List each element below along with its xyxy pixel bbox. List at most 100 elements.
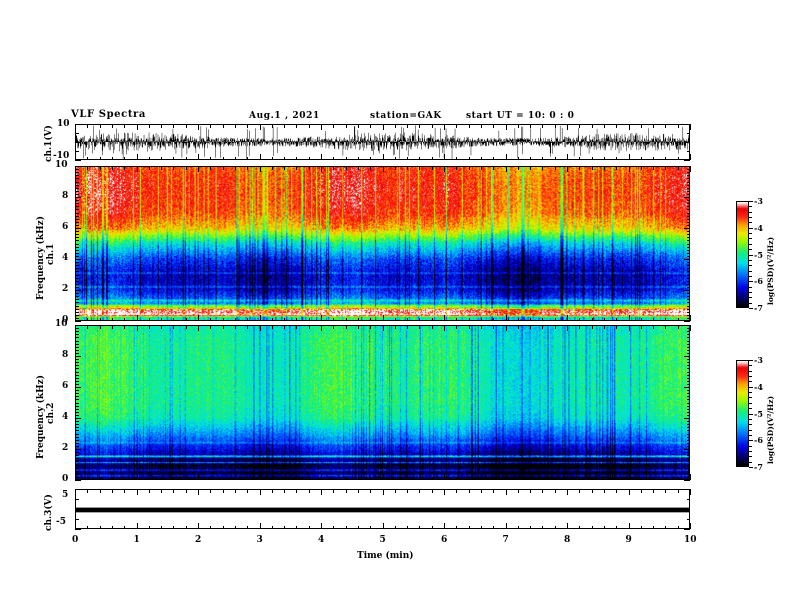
ytick-L-spec2-28	[75, 411, 79, 413]
ytick-L-spec1-38	[75, 283, 79, 285]
ytick-L-spec1-23	[75, 237, 79, 239]
xtick-top-p0-9	[185, 124, 187, 128]
ytick-L-spec1-4	[75, 178, 79, 180]
xtick-top-p2-36	[517, 325, 519, 329]
ytick-R-spec2-20	[684, 387, 690, 388]
ytick-L-spec2-20	[75, 387, 81, 388]
xtick-bottom-p1-8	[173, 317, 175, 321]
xtick-bottom-p1-20	[321, 315, 322, 321]
xtick-top-p2-38	[542, 325, 544, 329]
ytick-L-spec2-41	[75, 452, 79, 454]
ytick-R-spec2-30	[684, 418, 690, 419]
xtick-bottom-p3-41	[579, 525, 581, 529]
xtick-top-p0-46	[640, 124, 642, 128]
cb1-minortick-19	[749, 302, 752, 304]
xtick-bottom-p1-39	[554, 317, 556, 321]
xtick-top-p1-32	[468, 166, 470, 170]
ytick-L-spec2-1	[75, 328, 79, 330]
ytick-L-spec2-50	[75, 480, 81, 481]
ytick-L-spec2-2	[75, 331, 79, 333]
xtick-top-p2-44	[616, 325, 618, 329]
ytick-L-spec1-19	[75, 224, 79, 226]
xtick-top-p1-25	[382, 166, 384, 172]
xtick-top-p0-23	[357, 124, 359, 128]
xtick-top-p1-0	[75, 166, 76, 172]
xtick-bottom-p3-6	[148, 525, 150, 529]
xtick-bottom-p0-30	[444, 154, 445, 160]
xtick-top-p3-31	[456, 489, 458, 493]
ytick-L-spec1-40	[75, 290, 81, 291]
xtick-top-p0-28	[419, 124, 421, 128]
xtick-bottom-p0-10	[198, 154, 199, 160]
xtick-bottom-p0-3	[111, 156, 113, 160]
ytick-L-spec2-34	[75, 430, 79, 432]
ytick-R-spec1-3	[686, 175, 690, 177]
xtick-bottom-p3-2	[99, 525, 101, 529]
xtick-top-p0-29	[431, 124, 433, 128]
xtick-top-p3-17	[284, 489, 286, 493]
xtick-bottom-p3-45	[628, 523, 630, 529]
ytick-L-spec1-33	[75, 268, 79, 270]
ytick-L-spec1-34	[75, 271, 79, 273]
xtick-bottom-p0-6	[148, 156, 150, 160]
xtick-top-p1-33	[480, 166, 482, 170]
ytick-L-spec1-32	[75, 265, 79, 267]
xtick-bottom-p1-45	[628, 315, 630, 321]
ytick-L-spec2-35	[75, 433, 79, 435]
xtick-top-p3-47	[653, 489, 655, 493]
xtick-label-6: 6	[441, 535, 448, 545]
xtick-top-p3-2	[99, 489, 101, 493]
panel-ch3-waveform	[75, 489, 690, 529]
xtick-top-p1-47	[653, 166, 655, 170]
ytick-L-spec1-47	[75, 311, 79, 313]
xtick-bottom-p2-9	[185, 476, 187, 480]
ch1-ytick-L-0	[75, 124, 81, 125]
cb2-minortick-20	[749, 467, 752, 468]
xtick-top-p2-8	[173, 325, 175, 329]
ytick-R-spec1-36	[686, 277, 690, 279]
xtick-bottom-p2-46	[640, 476, 642, 480]
xtick-bottom-p2-22	[345, 476, 347, 480]
figure-start-ut: start UT = 10: 0 : 0	[466, 111, 575, 121]
xtick-bottom-p2-44	[616, 476, 618, 480]
xtick-top-p3-8	[173, 489, 175, 493]
ytick-R-spec1-18	[686, 221, 690, 223]
xtick-bottom-p0-2	[99, 156, 101, 160]
xtick-bottom-p0-18	[296, 156, 298, 160]
cb2-tick-label--6: -6	[754, 435, 763, 446]
xtick-top-p1-36	[517, 166, 519, 170]
ytick-R-spec1-31	[686, 262, 690, 264]
ytick-R-spec1-49	[686, 317, 690, 319]
xtick-top-p2-6	[148, 325, 150, 329]
xtick-bottom-p3-35	[505, 523, 507, 529]
xtick-bottom-p1-40	[567, 315, 568, 321]
xtick-top-p0-43	[603, 124, 605, 128]
xtick-top-p0-35	[505, 124, 507, 130]
xtick-label-5: 5	[379, 535, 386, 545]
cb2-tick-label--5: -5	[754, 408, 763, 419]
xtick-top-p1-18	[296, 166, 298, 170]
panel-ch1-waveform	[75, 124, 690, 160]
xtick-top-p3-24	[370, 489, 372, 493]
xtick-bottom-p1-42	[591, 317, 593, 321]
cb1-minortick-8	[749, 243, 752, 245]
ytick-R-spec2-6	[686, 343, 690, 345]
xtick-bottom-p2-18	[296, 476, 298, 480]
ytick-L-spec2-11	[75, 359, 79, 361]
xtick-top-p1-50	[690, 166, 691, 172]
cb2-tick-label--4: -4	[754, 381, 763, 392]
ytick-L-spec1-22	[75, 234, 79, 236]
xtick-bottom-p0-48	[665, 156, 667, 160]
spec1-unit-label: Frequency (kHz)	[36, 215, 46, 300]
xtick-top-p0-12	[222, 124, 224, 128]
xtick-bottom-p2-13	[234, 476, 236, 480]
xtick-bottom-p0-33	[480, 156, 482, 160]
xtick-bottom-p2-45	[628, 474, 630, 480]
xtick-bottom-p0-22	[345, 156, 347, 160]
ytick-R-spec2-42	[686, 455, 690, 457]
ytick-L-spec1-46	[75, 308, 79, 310]
ytick-L-spec1-0	[75, 166, 81, 167]
xtick-bottom-p1-27	[407, 317, 409, 321]
xtick-bottom-p3-23	[357, 525, 359, 529]
